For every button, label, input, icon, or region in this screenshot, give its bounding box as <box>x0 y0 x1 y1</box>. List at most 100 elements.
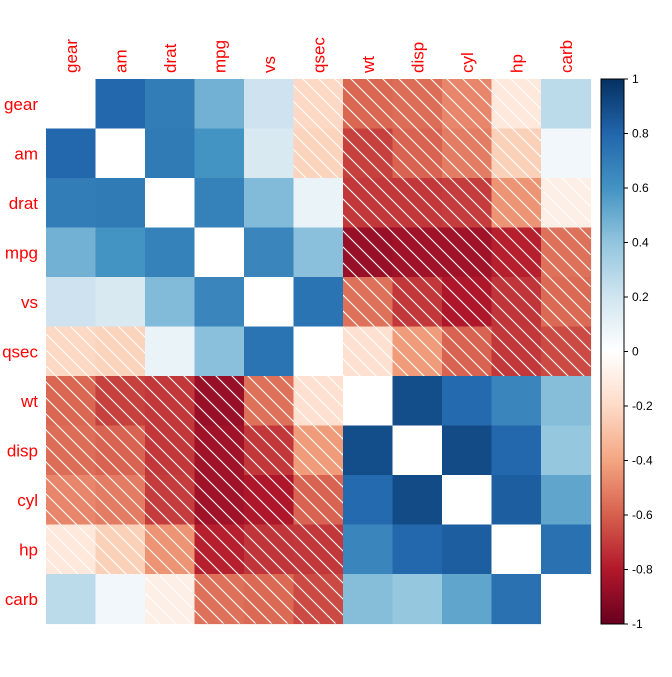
heatmap-cell-wt-hp <box>491 376 542 427</box>
hatch-overlay-mpg-cyl <box>442 227 492 277</box>
hatch-overlay-hp-drat <box>145 524 195 574</box>
heatmap-cell-mpg-qsec <box>293 227 344 278</box>
col-label-cyl: cyl <box>458 52 477 73</box>
row-label-carb: carb <box>5 590 38 609</box>
hatch-overlay-carb-vs <box>244 574 294 624</box>
heatmap-cell-gear-drat <box>145 79 196 130</box>
hatch-overlay-cyl-am <box>95 475 145 525</box>
legend-tick-label: 1 <box>632 72 639 86</box>
heatmap-cell-vs-drat <box>145 277 196 328</box>
heatmap-cell-qsec-drat <box>145 326 196 377</box>
hatch-overlay-hp-mpg <box>194 524 244 574</box>
heatmap-cell-wt-carb <box>541 376 592 427</box>
hatch-overlay-cyl-vs <box>244 475 294 525</box>
heatmap-cell-cyl-disp <box>392 475 443 526</box>
col-label-drat: drat <box>161 43 180 73</box>
hatch-overlay-mpg-wt <box>343 227 393 277</box>
legend-tick-label: -0.4 <box>632 454 653 468</box>
hatch-overlay-mpg-disp <box>392 227 442 277</box>
hatch-overlay-drat-hp <box>491 178 541 228</box>
hatch-overlay-cyl-drat <box>145 475 195 525</box>
legend-tick-label: 0.2 <box>632 290 649 304</box>
row-label-disp: disp <box>7 441 38 460</box>
hatch-overlay-disp-drat <box>145 425 195 475</box>
hatch-overlay-gear-cyl <box>442 79 492 129</box>
hatch-overlay-cyl-gear <box>46 475 96 525</box>
heatmap-cell-cyl-hp <box>491 475 542 526</box>
heatmap-cell-mpg-gear <box>46 227 97 278</box>
row-label-mpg: mpg <box>5 243 38 262</box>
hatch-overlay-gear-hp <box>491 79 541 129</box>
heatmap-cell-disp-carb <box>541 425 592 476</box>
heatmap-cell-gear-vs <box>244 79 295 130</box>
heatmap-cell-carb-hp <box>491 574 542 625</box>
heatmap-cell-cyl-cyl <box>442 475 493 526</box>
col-label-mpg: mpg <box>210 40 229 73</box>
hatch-overlay-drat-carb <box>541 178 591 228</box>
hatch-overlay-gear-disp <box>392 79 442 129</box>
heatmap-cell-am-carb <box>541 128 592 179</box>
heatmap-cell-carb-wt <box>343 574 394 625</box>
hatch-overlay-mpg-hp <box>491 227 541 277</box>
heatmap-cell-disp-wt <box>343 425 394 476</box>
row-label-qsec: qsec <box>2 342 38 361</box>
hatch-overlay-drat-cyl <box>442 178 492 228</box>
heatmap-cell-drat-drat <box>145 178 196 229</box>
hatch-overlay-vs-carb <box>541 277 591 327</box>
heatmap-cell-cyl-wt <box>343 475 394 526</box>
col-label-am: am <box>111 49 130 73</box>
hatch-overlay-disp-am <box>95 425 145 475</box>
heatmap-cell-wt-wt <box>343 376 394 427</box>
heatmap-cell-qsec-mpg <box>194 326 245 377</box>
row-label-hp: hp <box>19 540 38 559</box>
heatmap-cell-drat-vs <box>244 178 295 229</box>
legend-tick-label: -0.6 <box>632 508 653 522</box>
legend-tick-label: -1 <box>632 617 643 631</box>
heatmap-cell-drat-mpg <box>194 178 245 229</box>
hatch-overlay-am-wt <box>343 128 393 178</box>
heatmap-cell-mpg-vs <box>244 227 295 278</box>
heatmap-cell-vs-qsec <box>293 277 344 328</box>
hatch-overlay-vs-wt <box>343 277 393 327</box>
hatch-overlay-disp-mpg <box>194 425 244 475</box>
col-label-carb: carb <box>557 40 576 73</box>
heatmap-cell-mpg-am <box>95 227 146 278</box>
hatch-overlay-hp-am <box>95 524 145 574</box>
hatch-overlay-wt-vs <box>244 376 294 426</box>
hatch-overlay-disp-qsec <box>293 425 343 475</box>
legend-tick-label: 0.4 <box>632 236 649 250</box>
heatmap-cell-drat-am <box>95 178 146 229</box>
heatmap-cell-gear-am <box>95 79 146 130</box>
hatch-overlay-carb-drat <box>145 574 195 624</box>
heatmap-cell-vs-vs <box>244 277 295 328</box>
legend-colorbar <box>600 78 625 625</box>
legend-tick-label: 0.6 <box>632 181 649 195</box>
heatmap-cell-hp-hp <box>491 524 542 575</box>
hatch-overlay-vs-cyl <box>442 277 492 327</box>
hatch-overlay-hp-qsec <box>293 524 343 574</box>
heatmap-cells <box>46 79 592 625</box>
hatch-overlay-qsec-gear <box>46 326 96 376</box>
heatmap-cell-drat-qsec <box>293 178 344 229</box>
hatch-overlay-drat-disp <box>392 178 442 228</box>
heatmap-cell-am-am <box>95 128 146 179</box>
legend-tick-label: -0.8 <box>632 563 653 577</box>
col-label-qsec: qsec <box>309 37 328 73</box>
heatmap-cell-carb-gear <box>46 574 97 625</box>
heatmap-cell-carb-am <box>95 574 146 625</box>
heatmap-cell-disp-cyl <box>442 425 493 476</box>
heatmap-cell-gear-carb <box>541 79 592 130</box>
hatch-overlay-vs-hp <box>491 277 541 327</box>
hatch-overlay-carb-qsec <box>293 574 343 624</box>
heatmap-cell-hp-cyl <box>442 524 493 575</box>
heatmap-cell-am-drat <box>145 128 196 179</box>
row-label-gear: gear <box>4 95 38 114</box>
hatch-overlay-mpg-carb <box>541 227 591 277</box>
heatmap-cell-wt-disp <box>392 376 443 427</box>
legend-tick-label: 0 <box>632 345 639 359</box>
hatch-overlay-qsec-am <box>95 326 145 376</box>
hatch-overlay-qsec-hp <box>491 326 541 376</box>
hatch-overlay-qsec-disp <box>392 326 442 376</box>
hatch-overlay-wt-am <box>95 376 145 426</box>
